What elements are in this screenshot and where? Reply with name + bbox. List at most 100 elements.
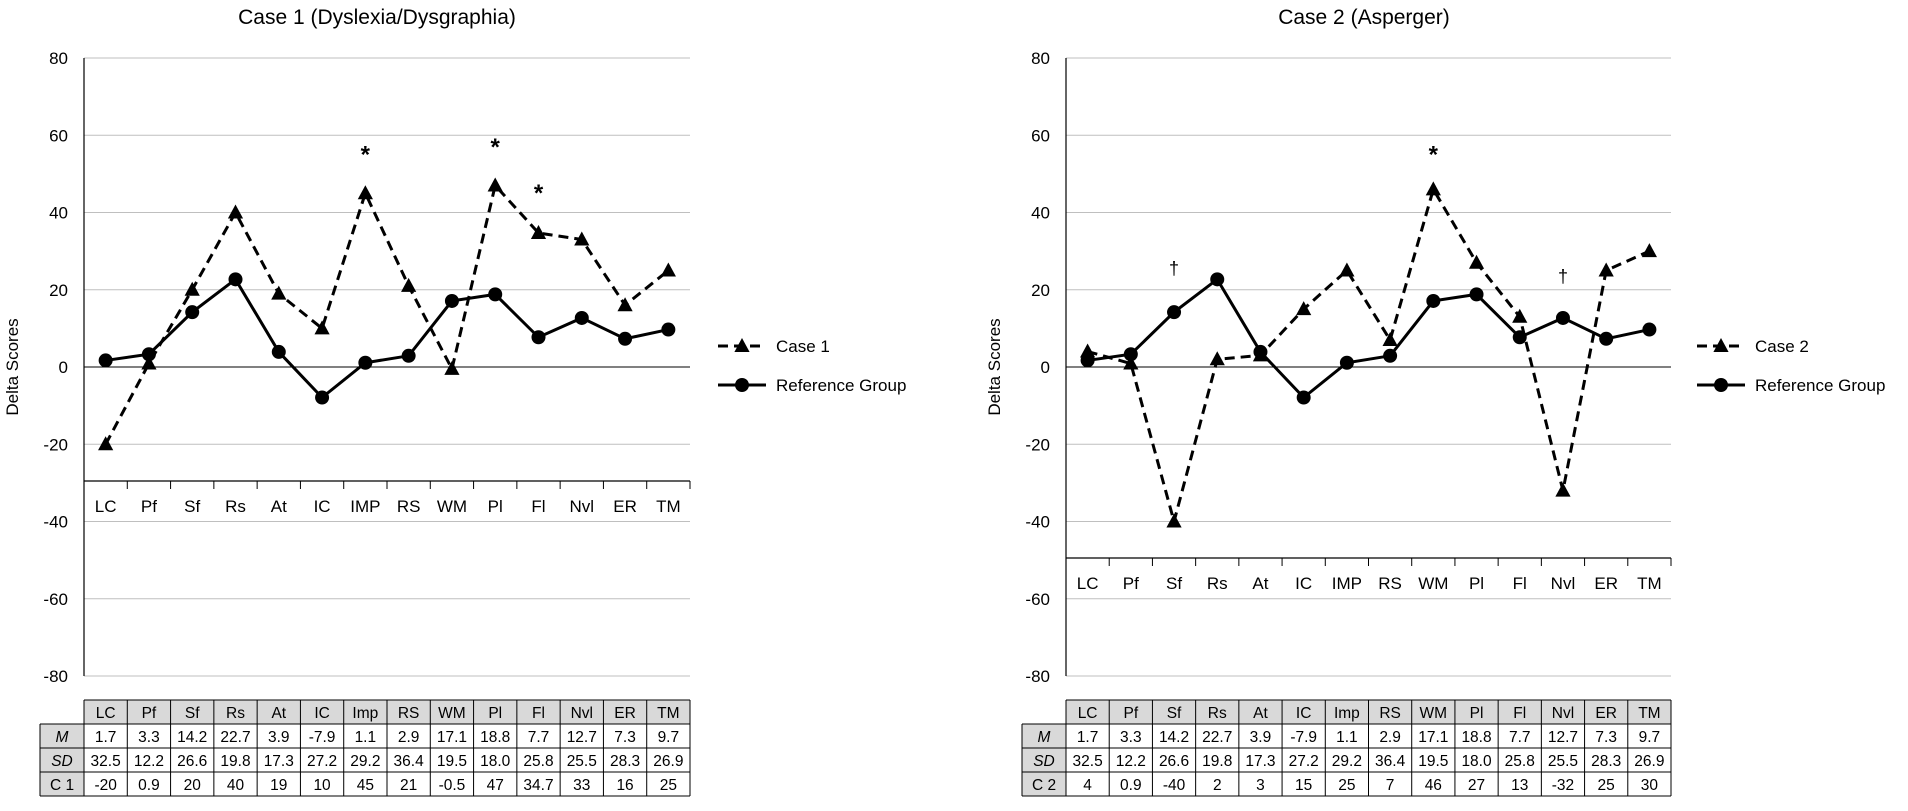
table-cell: 19.5	[1418, 753, 1448, 770]
y-axis-label: Delta Scores	[985, 318, 1004, 415]
table-cell: 46	[1425, 777, 1442, 794]
reference-point	[98, 353, 113, 368]
y-tick-label: 40	[1031, 204, 1050, 223]
table-cell: 34.7	[523, 777, 553, 794]
table-cell: 25.5	[567, 753, 597, 770]
data-table: LC Pf Sf Rs At IC Imp RS WM Pl Fl Nvl ER TM M 1.7 3.3 14.…	[1021, 699, 1672, 797]
significance-marker: *	[361, 142, 371, 169]
table-cell: 29.2	[350, 753, 380, 770]
table-cell: 2.9	[1379, 729, 1401, 746]
reference-point	[185, 305, 200, 320]
case-point	[617, 297, 633, 312]
case-point	[1166, 513, 1182, 528]
y-tick-label: -40	[1025, 513, 1050, 532]
x-tick-label: At	[271, 497, 287, 516]
case-point	[1209, 351, 1225, 366]
reference-point	[1642, 322, 1657, 337]
table-cell: 17.1	[437, 729, 467, 746]
table-header-cell: Pl	[488, 705, 502, 722]
reference-point	[574, 310, 589, 325]
reference-point	[488, 287, 503, 302]
x-tick-label: Pf	[1123, 574, 1139, 593]
table-header-cell: Fl	[1513, 705, 1526, 722]
reference-point	[1296, 390, 1311, 405]
y-tick-label: 60	[1031, 126, 1050, 145]
reference-point	[1555, 310, 1570, 325]
table-row-label: C 2	[1032, 777, 1056, 794]
table-header-cell: Rs	[226, 705, 245, 722]
table-cell: 14.2	[1159, 729, 1189, 746]
table-cell: 3.3	[138, 729, 160, 746]
x-tick-label: ER	[1594, 574, 1618, 593]
chart-title: Case 2 (Asperger)	[1278, 6, 1450, 29]
table-cell: 17.3	[1245, 753, 1275, 770]
table-cell: 45	[357, 777, 374, 794]
case-point	[227, 204, 244, 219]
table-cell: 12.7	[567, 729, 597, 746]
table-row-label: C 1	[50, 777, 74, 794]
y-tick-label: 40	[49, 204, 68, 223]
x-tick-label: Rs	[225, 497, 246, 516]
reference-point	[401, 348, 416, 363]
x-tick-label: ER	[613, 497, 637, 516]
reference-series-line	[1087, 277, 1650, 400]
table-cell: 7	[1386, 777, 1395, 794]
table-cell: 18.8	[1461, 729, 1491, 746]
x-tick-label: Pl	[1469, 574, 1484, 593]
legend-reference-marker	[1714, 378, 1728, 392]
table-cell: 18.0	[480, 753, 511, 770]
y-axis-label: Delta Scores	[3, 318, 22, 415]
table-cell: 32.5	[91, 753, 121, 770]
reference-point	[1080, 353, 1095, 368]
table-header-cell: Pf	[142, 705, 157, 722]
table-header-cell: Sf	[1167, 705, 1182, 722]
table-cell: -7.9	[309, 729, 336, 746]
table-cell: 3.3	[1120, 729, 1142, 746]
reference-point	[315, 390, 330, 405]
table-header-cell: LC	[96, 705, 116, 722]
case-point	[184, 281, 200, 296]
x-tick-label: Nvl	[570, 497, 595, 516]
reference-point	[531, 330, 546, 345]
table-cell: 12.2	[134, 753, 164, 770]
case-point	[574, 231, 590, 246]
table-cell: 1.7	[95, 729, 117, 746]
legend: Case 2 Reference Group	[1697, 337, 1885, 395]
case-point	[1512, 308, 1528, 323]
x-tick-label: RS	[397, 497, 421, 516]
chart-2: Case 2 (Asperger) Delta Scores 80 60 40 20 0 -2…	[985, 6, 1885, 797]
case-point	[1555, 482, 1571, 497]
reference-point	[1339, 355, 1354, 370]
table-cell: 7.3	[614, 729, 636, 746]
table-cell: 28.3	[610, 753, 640, 770]
table-header-cell: RS	[1379, 705, 1401, 722]
table-header-cell: ER	[1595, 705, 1617, 722]
table-cell: 36.4	[394, 753, 425, 770]
table-row-label: SD	[1033, 753, 1055, 770]
reference-point	[1167, 305, 1182, 320]
table-header-cell: Nvl	[571, 705, 593, 722]
table-cell: 33	[573, 777, 590, 794]
chart-title: Case 1 (Dyslexia/Dysgraphia)	[238, 6, 516, 29]
case-point	[1425, 181, 1441, 196]
reference-point	[1253, 344, 1268, 359]
table-cell: 25	[1598, 777, 1615, 794]
significance-marker: *	[491, 134, 501, 161]
case-point	[1080, 343, 1096, 358]
x-tick-label: Fl	[531, 497, 545, 516]
table-cell: 17.1	[1418, 729, 1448, 746]
reference-point	[1383, 348, 1398, 363]
table-cell: 0.9	[1120, 777, 1142, 794]
table-cell: 10	[313, 777, 331, 794]
table-cell: 18.0	[1461, 753, 1492, 770]
x-tick-label: TM	[1637, 574, 1662, 593]
table-cell: -32	[1552, 777, 1574, 794]
case-point	[1598, 262, 1614, 277]
table-cell: 19.8	[220, 753, 250, 770]
table-cell: 3.9	[1250, 729, 1272, 746]
x-tick-label: Sf	[1166, 574, 1182, 593]
y-tick-label: -60	[1025, 590, 1050, 609]
x-tick-label: TM	[656, 497, 681, 516]
table-cell: 2	[1213, 777, 1222, 794]
table-header-cell: WM	[438, 705, 466, 722]
